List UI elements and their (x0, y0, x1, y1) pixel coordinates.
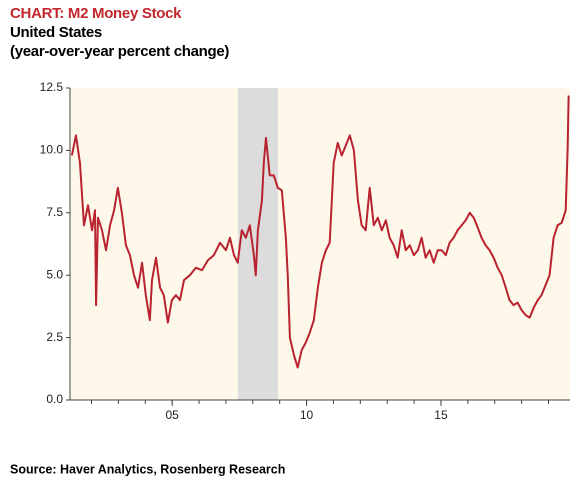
y-tick-label: 5.0 (46, 267, 63, 281)
y-tick-label: 0.0 (46, 392, 63, 406)
source-note: Source: Haver Analytics, Rosenberg Resea… (10, 462, 285, 476)
x-tick-label: 05 (165, 408, 179, 422)
y-tick-label: 12.5 (40, 80, 64, 94)
y-tick-label: 7.5 (46, 205, 63, 219)
x-tick-label: 15 (434, 408, 448, 422)
data-line (70, 95, 570, 369)
x-tick-label: 10 (300, 408, 314, 422)
chart-title: CHART: M2 Money Stock (10, 5, 182, 22)
chart-subtitle: (year-over-year percent change) (10, 43, 229, 60)
plot-background (70, 88, 570, 400)
y-tick-label: 10.0 (40, 143, 64, 157)
y-tick-label: 2.5 (46, 330, 63, 344)
chart-subtitle: United States (10, 24, 102, 41)
